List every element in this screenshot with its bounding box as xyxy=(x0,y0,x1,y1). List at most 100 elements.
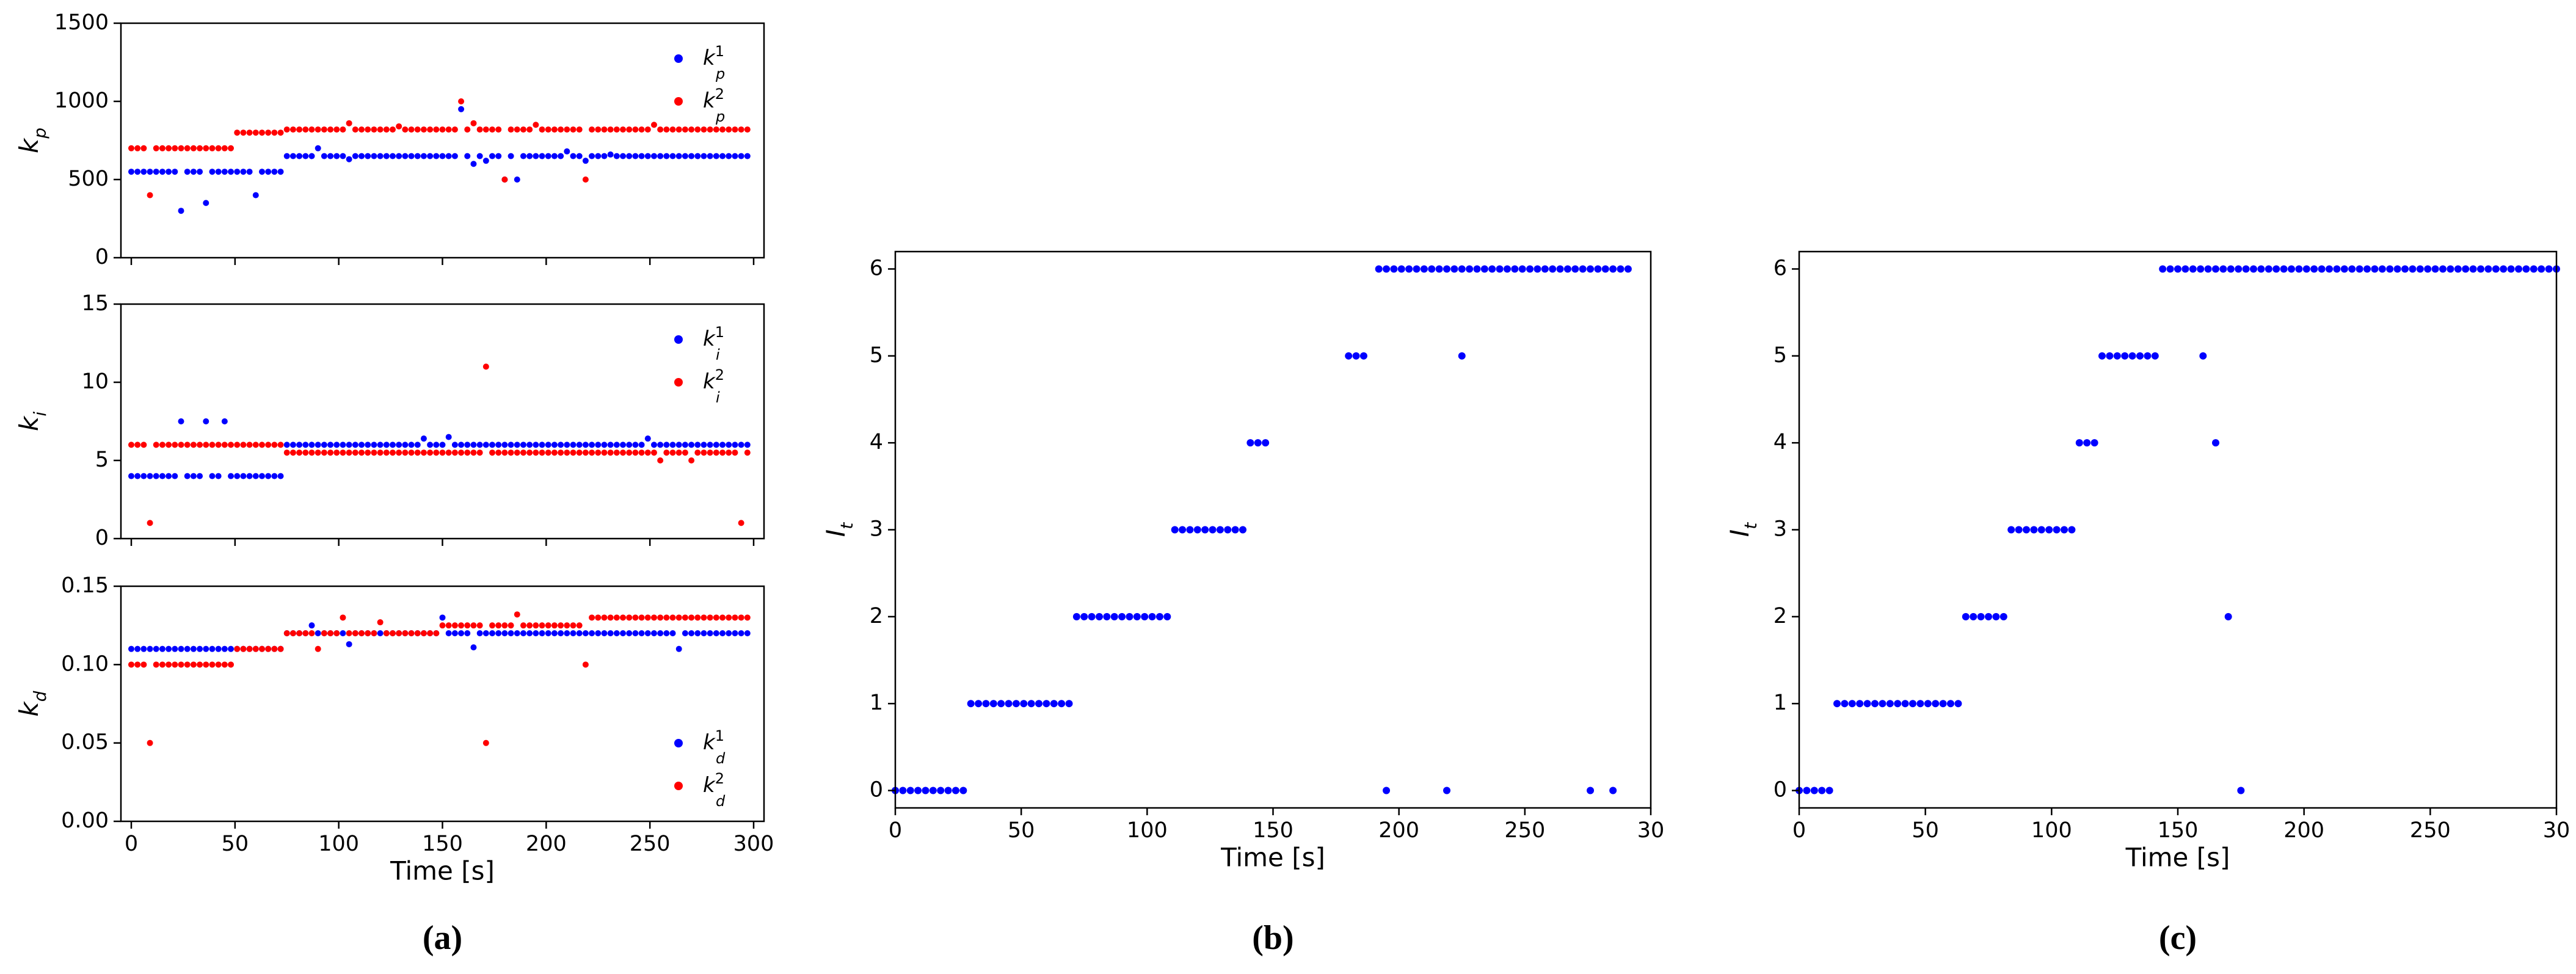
data-point xyxy=(558,622,564,629)
data-point xyxy=(140,145,147,151)
data-point xyxy=(203,442,209,448)
data-point xyxy=(234,169,241,175)
data-point xyxy=(277,129,284,136)
data-point xyxy=(228,442,235,448)
legend-label-sub: p xyxy=(715,108,725,125)
data-point xyxy=(582,176,589,183)
data-point xyxy=(601,126,608,133)
data-point xyxy=(2128,352,2136,360)
data-point xyxy=(632,630,639,636)
data-point xyxy=(632,126,639,133)
data-point xyxy=(1005,700,1013,708)
data-point xyxy=(153,661,159,668)
data-point xyxy=(246,645,253,652)
data-point xyxy=(638,614,645,621)
data-point xyxy=(408,630,415,636)
data-point xyxy=(570,126,577,133)
data-point xyxy=(2500,265,2508,273)
data-point xyxy=(2151,352,2159,360)
data-point xyxy=(2189,265,2197,273)
data-point xyxy=(2212,265,2219,273)
x-tick-label: 100 xyxy=(1127,818,1168,843)
data-point xyxy=(221,169,228,175)
data-point xyxy=(719,442,726,448)
legend-label: k2 p xyxy=(703,85,725,125)
data-point xyxy=(340,614,346,621)
data-point xyxy=(464,126,471,133)
data-point xyxy=(937,787,945,794)
data-point xyxy=(166,661,172,668)
data-point xyxy=(1541,265,1549,273)
data-point xyxy=(713,442,719,448)
data-point xyxy=(595,449,602,456)
data-point xyxy=(1095,612,1103,620)
data-point xyxy=(613,153,620,159)
data-point xyxy=(526,442,533,448)
data-point xyxy=(1231,526,1239,534)
data-point xyxy=(352,630,358,636)
data-point xyxy=(1186,526,1194,534)
data-point xyxy=(321,442,327,448)
data-point xyxy=(682,126,688,133)
data-point xyxy=(545,153,551,159)
data-point xyxy=(296,126,303,133)
y-tick-label: 3 xyxy=(870,517,883,542)
data-point xyxy=(346,156,352,162)
data-point xyxy=(713,153,719,159)
data-point xyxy=(209,645,216,652)
data-point xyxy=(675,449,682,456)
data-point xyxy=(240,645,247,652)
data-point xyxy=(203,145,209,151)
data-point xyxy=(508,126,514,133)
axes-frame xyxy=(120,303,765,540)
data-point xyxy=(315,126,321,133)
data-point xyxy=(470,622,477,629)
data-point xyxy=(601,153,608,159)
data-point xyxy=(613,614,620,621)
data-point xyxy=(445,630,452,636)
data-point xyxy=(1239,526,1247,534)
data-point xyxy=(482,630,489,636)
data-point xyxy=(1617,265,1625,273)
data-point xyxy=(2545,265,2553,273)
data-point xyxy=(340,442,346,448)
data-point xyxy=(283,442,290,448)
data-point xyxy=(576,153,583,159)
data-point xyxy=(1246,439,1254,447)
data-point xyxy=(2416,265,2424,273)
data-point xyxy=(650,122,657,128)
data-point xyxy=(252,645,259,652)
data-point xyxy=(582,158,589,164)
data-point xyxy=(346,442,352,448)
data-point xyxy=(682,449,688,456)
data-point xyxy=(589,126,595,133)
data-point xyxy=(1901,700,1909,708)
data-point xyxy=(564,622,570,629)
legend-marker xyxy=(674,378,683,387)
data-point xyxy=(140,442,147,448)
data-point xyxy=(700,449,707,456)
data-point xyxy=(620,126,627,133)
data-point xyxy=(744,442,751,448)
data-point xyxy=(539,126,545,133)
data-point xyxy=(688,442,695,448)
data-point xyxy=(539,442,545,448)
data-point xyxy=(172,169,178,175)
data-point xyxy=(427,442,434,448)
data-point xyxy=(197,169,203,175)
data-point xyxy=(558,442,564,448)
data-point xyxy=(2106,352,2114,360)
x-tick-label: 0 xyxy=(889,818,902,843)
data-point xyxy=(427,126,434,133)
data-point xyxy=(726,614,732,621)
data-point xyxy=(707,442,713,448)
data-point xyxy=(2363,265,2371,273)
data-point xyxy=(2386,265,2394,273)
data-point xyxy=(265,645,272,652)
data-point xyxy=(166,169,172,175)
data-point xyxy=(2371,265,2379,273)
data-point xyxy=(346,120,352,126)
data-point xyxy=(1458,265,1466,273)
legend-label-sup: 1 xyxy=(715,324,724,341)
